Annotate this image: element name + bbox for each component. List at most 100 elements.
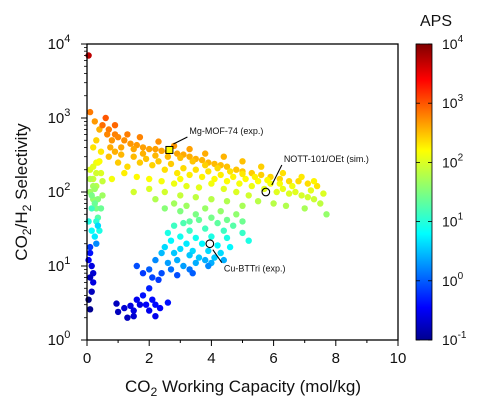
data-point bbox=[214, 219, 221, 227]
data-point bbox=[86, 274, 94, 281]
data-point bbox=[130, 307, 137, 314]
data-point bbox=[99, 192, 106, 199]
data-point bbox=[177, 233, 184, 240]
data-point bbox=[127, 302, 134, 309]
data-point bbox=[146, 175, 153, 183]
data-point bbox=[167, 266, 175, 273]
data-point bbox=[114, 134, 122, 141]
data-point bbox=[86, 306, 94, 313]
data-point bbox=[270, 200, 277, 207]
data-point bbox=[167, 160, 175, 168]
data-point bbox=[233, 166, 240, 173]
data-point bbox=[230, 173, 237, 181]
data-point bbox=[118, 151, 125, 158]
data-point bbox=[220, 153, 227, 160]
data-point bbox=[93, 240, 100, 247]
data-point bbox=[258, 171, 265, 179]
x-tick-label: 10 bbox=[390, 350, 407, 367]
data-point bbox=[285, 190, 293, 197]
colorbar-tick-label: 104 bbox=[442, 34, 464, 52]
data-point bbox=[152, 313, 159, 320]
x-tick-label: 4 bbox=[207, 350, 215, 367]
data-point bbox=[149, 162, 156, 169]
data-point bbox=[310, 196, 318, 203]
data-point bbox=[279, 185, 287, 193]
y-tick-label: 104 bbox=[48, 33, 71, 53]
data-point bbox=[86, 249, 94, 257]
data-point bbox=[323, 211, 330, 218]
data-point bbox=[91, 185, 99, 193]
data-point bbox=[195, 184, 203, 191]
data-point bbox=[111, 122, 119, 129]
data-point bbox=[105, 153, 113, 160]
data-point bbox=[180, 219, 187, 227]
data-point bbox=[217, 249, 224, 257]
data-point bbox=[192, 166, 199, 173]
data-point bbox=[276, 175, 283, 183]
annotation-arrow bbox=[212, 249, 223, 264]
data-point bbox=[189, 270, 196, 277]
data-point bbox=[152, 196, 159, 203]
data-point bbox=[183, 240, 190, 247]
data-point bbox=[161, 243, 168, 251]
data-point bbox=[180, 262, 187, 270]
annotation-label: Cu-BTTri (exp.) bbox=[224, 264, 286, 274]
data-point bbox=[233, 211, 240, 218]
data-point bbox=[208, 196, 215, 203]
data-point bbox=[220, 256, 227, 264]
data-point bbox=[292, 188, 299, 196]
data-point bbox=[133, 262, 140, 270]
data-point bbox=[183, 202, 190, 209]
data-point bbox=[198, 156, 206, 164]
data-point bbox=[223, 198, 231, 205]
annotation-arrow bbox=[173, 136, 188, 145]
data-point bbox=[90, 279, 97, 286]
data-point bbox=[158, 249, 165, 257]
data-point bbox=[155, 276, 162, 283]
data-point bbox=[130, 313, 137, 320]
data-point bbox=[186, 218, 193, 225]
data-point bbox=[258, 163, 265, 170]
data-point bbox=[177, 208, 184, 215]
data-point bbox=[97, 169, 105, 177]
data-point bbox=[239, 202, 246, 209]
data-point bbox=[97, 148, 105, 155]
data-point bbox=[93, 169, 100, 177]
data-point bbox=[202, 256, 209, 264]
data-point bbox=[313, 182, 321, 190]
data-point bbox=[93, 205, 100, 212]
data-point bbox=[121, 304, 128, 312]
data-point bbox=[113, 300, 120, 307]
data-point bbox=[88, 288, 95, 295]
data-point bbox=[180, 165, 187, 172]
data-point bbox=[124, 131, 131, 138]
data-point bbox=[189, 158, 196, 165]
data-point bbox=[152, 301, 159, 308]
data-point bbox=[136, 159, 144, 166]
data-point bbox=[158, 270, 165, 277]
data-point bbox=[127, 140, 134, 147]
data-point bbox=[170, 222, 178, 229]
data-point bbox=[104, 131, 111, 138]
data-point bbox=[192, 234, 199, 242]
data-point bbox=[205, 168, 212, 175]
data-point bbox=[91, 200, 99, 207]
data-point bbox=[107, 144, 114, 151]
data-point bbox=[317, 200, 324, 207]
colorbar-tick-label: 102 bbox=[442, 152, 464, 170]
data-point bbox=[195, 216, 203, 224]
data-point bbox=[130, 145, 137, 153]
data-point bbox=[96, 227, 103, 234]
data-point bbox=[220, 227, 227, 234]
data-point bbox=[121, 169, 128, 177]
data-point bbox=[146, 145, 153, 153]
data-point bbox=[86, 108, 94, 116]
data-point bbox=[211, 175, 218, 183]
annotations: Mg-MOF-74 (exp.) NOTT-101/OEt (sim.) Cu-BT… bbox=[165, 126, 369, 274]
data-point bbox=[217, 171, 224, 179]
data-point bbox=[167, 237, 175, 244]
data-point bbox=[114, 159, 122, 166]
data-points bbox=[85, 52, 330, 321]
data-point bbox=[186, 145, 193, 153]
